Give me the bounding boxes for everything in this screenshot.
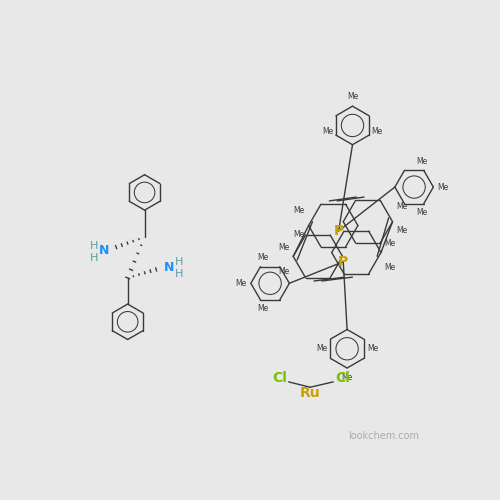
Text: Me: Me: [316, 344, 328, 353]
Text: Ru: Ru: [300, 386, 320, 400]
Text: lookchem.com: lookchem.com: [348, 431, 419, 441]
Text: Me: Me: [235, 279, 246, 288]
Text: Me: Me: [416, 157, 428, 166]
Text: H: H: [175, 269, 184, 279]
Text: Me: Me: [416, 208, 428, 217]
Text: Cl: Cl: [335, 371, 350, 385]
Text: Me: Me: [396, 202, 407, 211]
Text: N: N: [100, 244, 110, 258]
Text: N: N: [164, 262, 174, 274]
Text: Me: Me: [257, 304, 268, 313]
Text: P: P: [334, 224, 344, 238]
Text: Me: Me: [384, 264, 396, 272]
Text: Me: Me: [294, 230, 305, 239]
Text: Me: Me: [347, 92, 358, 102]
Text: Me: Me: [372, 127, 383, 136]
Text: Me: Me: [322, 127, 334, 136]
Text: H: H: [175, 256, 184, 266]
Text: Me: Me: [438, 182, 449, 192]
Text: H: H: [90, 253, 98, 263]
Text: Me: Me: [384, 239, 396, 248]
Text: Me: Me: [396, 226, 407, 235]
Text: Me: Me: [294, 206, 305, 214]
Text: Me: Me: [278, 267, 289, 276]
Text: H: H: [90, 240, 98, 250]
Text: Cl: Cl: [272, 371, 287, 385]
Text: Me: Me: [342, 372, 352, 382]
Text: Me: Me: [278, 242, 289, 252]
Text: Me: Me: [367, 344, 378, 353]
Text: Me: Me: [257, 254, 268, 262]
Text: P: P: [338, 254, 348, 268]
